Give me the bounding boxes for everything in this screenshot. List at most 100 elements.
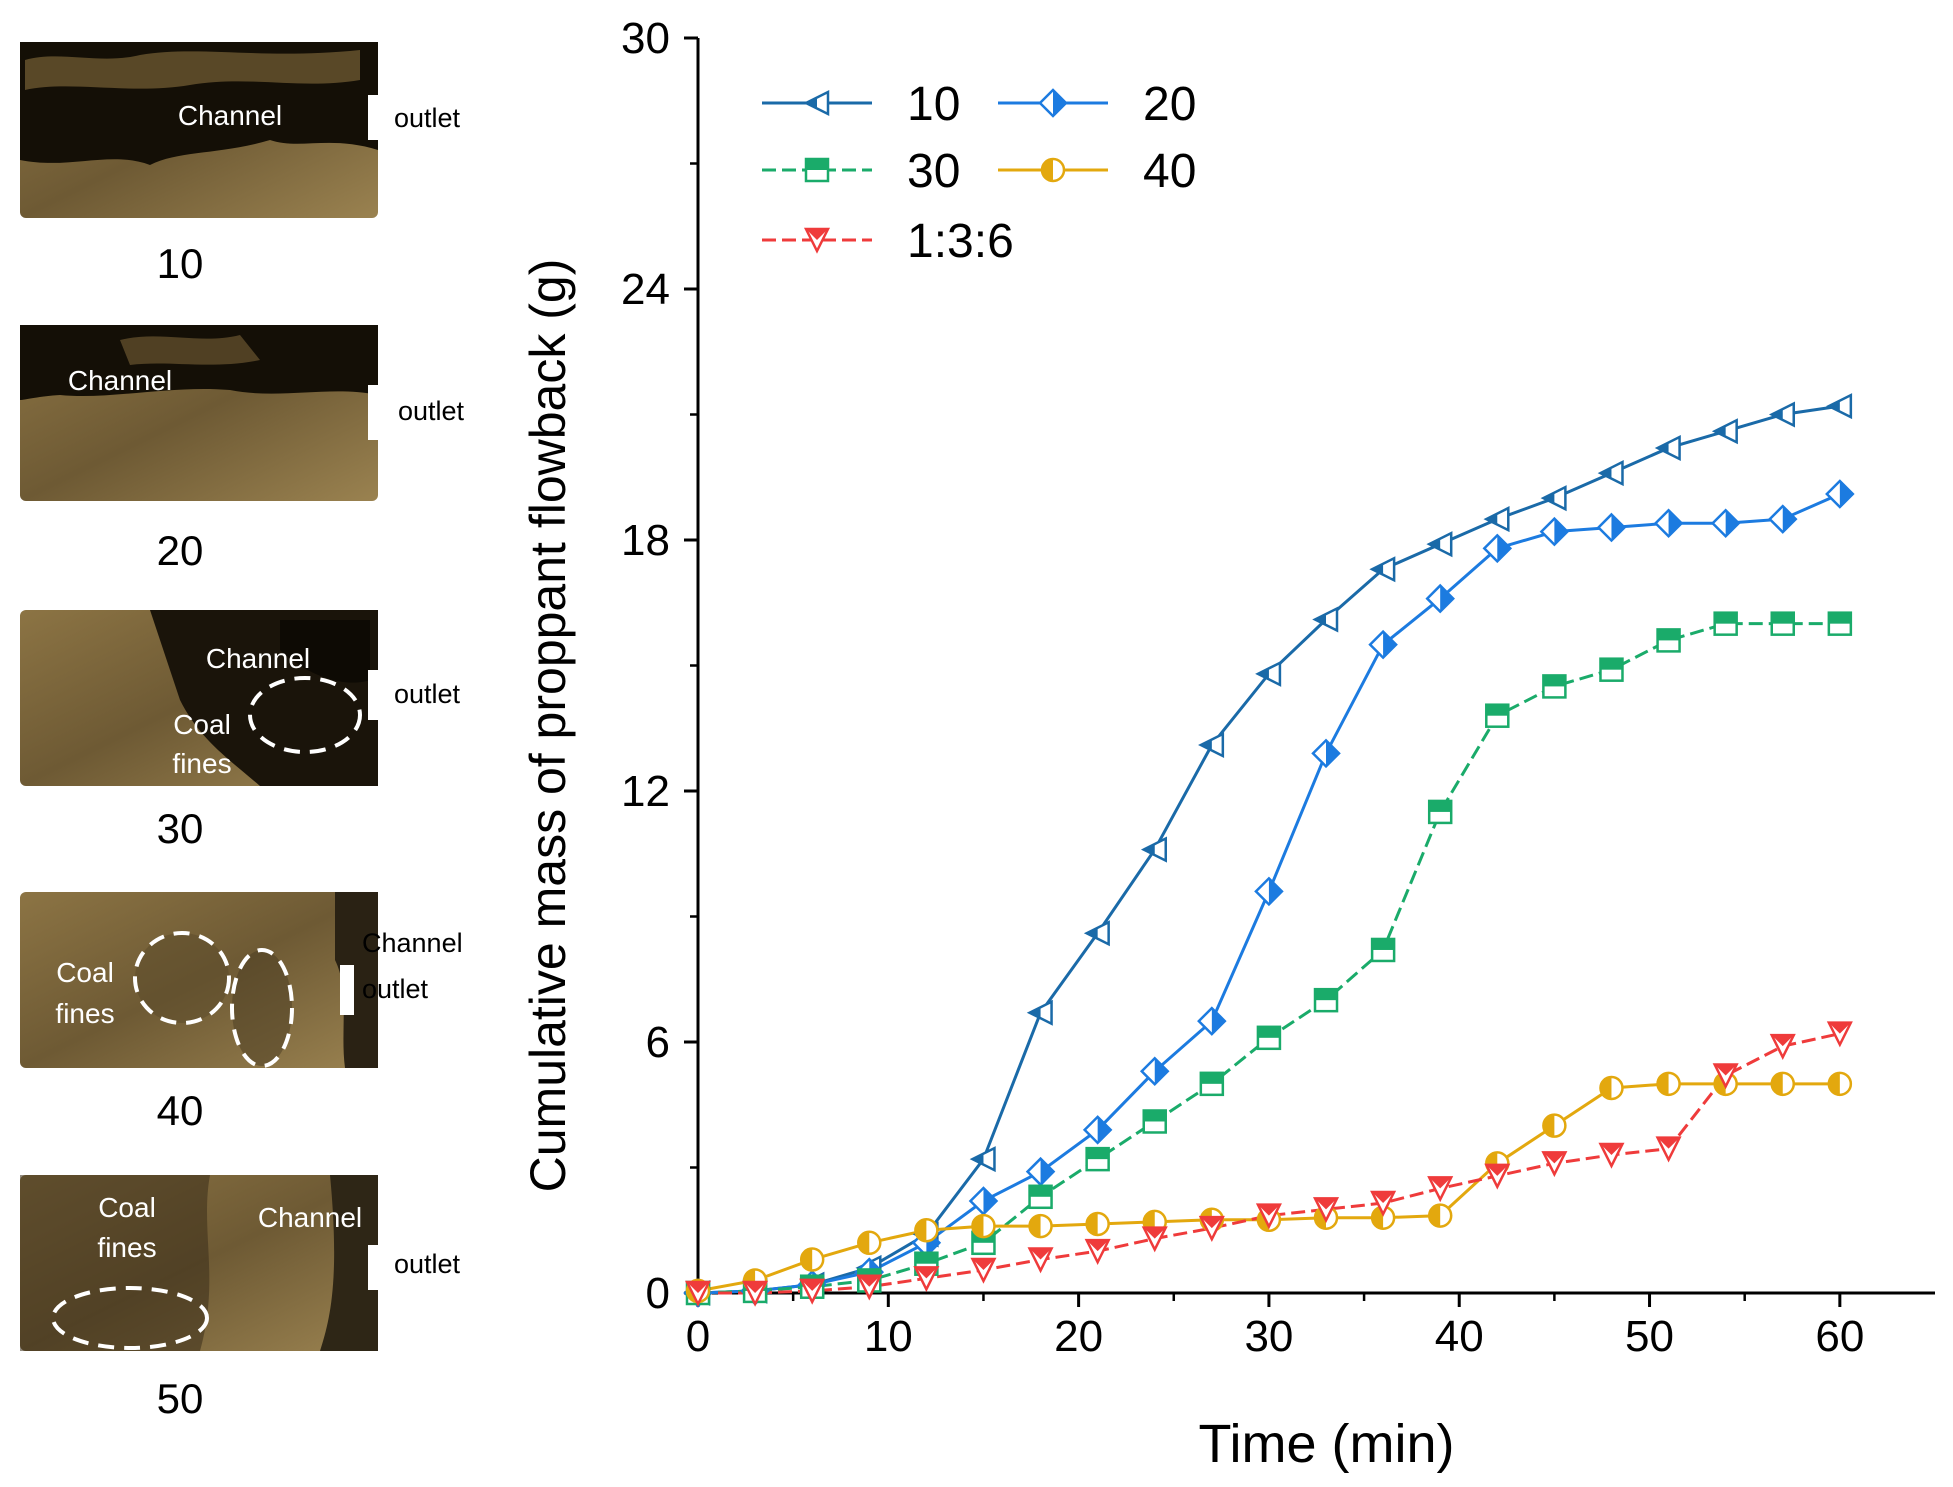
marker-fill — [806, 97, 817, 109]
marker-fill — [1657, 629, 1680, 641]
marker-fill — [1657, 1072, 1669, 1095]
data-point-s4-17 — [1655, 1136, 1682, 1163]
marker-fill — [1372, 938, 1395, 950]
x-tick-label: 40 — [1435, 1312, 1484, 1361]
marker-fill — [1029, 1007, 1041, 1019]
marker-fill — [1600, 1077, 1612, 1100]
legend-label-4: 1:3:6 — [907, 215, 1014, 268]
marker-fill — [1600, 1143, 1623, 1155]
data-point-s4-0 — [684, 1280, 712, 1307]
data-point-s0-13 — [1426, 531, 1453, 558]
marker-fill — [1053, 90, 1066, 116]
data-point-s2-9 — [1199, 1071, 1225, 1097]
marker-fill — [1486, 1164, 1509, 1176]
data-point-s0-20 — [1826, 393, 1853, 420]
photo-30-label-channel: Channel — [206, 643, 310, 674]
data-point-s3-16 — [1599, 1075, 1624, 1101]
photo-30-label-outlet: outlet — [394, 679, 461, 709]
data-point-s1-20 — [1825, 479, 1855, 509]
x-tick-label: 50 — [1625, 1312, 1674, 1361]
marker-fill — [1429, 538, 1441, 550]
series-line-4 — [698, 1032, 1841, 1295]
data-point-s3-15 — [1542, 1113, 1567, 1138]
marker-fill — [1554, 518, 1568, 545]
photo-40-label-outlet: outlet — [362, 974, 429, 1004]
marker-fill — [1257, 668, 1269, 680]
data-point-s1-7 — [1082, 1115, 1113, 1145]
data-point-s2-16 — [1599, 657, 1624, 682]
marker-fill — [1725, 510, 1739, 537]
marker-fill — [858, 1275, 881, 1287]
legend-label-2: 30 — [907, 145, 960, 198]
marker-fill — [915, 1252, 938, 1264]
data-point-s2-18 — [1713, 611, 1738, 636]
legend-label-1: 20 — [1143, 78, 1196, 131]
x-axis-label: Time (min) — [1199, 1414, 1455, 1474]
y-tick-label: 0 — [646, 1269, 670, 1318]
marker-fill — [801, 1279, 824, 1291]
marker-fill — [1668, 510, 1682, 537]
marker-fill — [1543, 1114, 1555, 1137]
legend-marker-4 — [803, 227, 831, 254]
data-point-s0-9 — [1198, 731, 1225, 759]
photo-50-label-fines: fines — [97, 1232, 156, 1263]
data-point-s3-13 — [1427, 1203, 1453, 1228]
marker-fill — [1543, 675, 1566, 687]
marker-fill — [1714, 1064, 1737, 1076]
marker-fill — [1086, 1212, 1098, 1235]
data-point-s4-19 — [1769, 1033, 1796, 1060]
x-tick-label: 0 — [686, 1312, 710, 1361]
flowback-chart: 0 10 20 30 40 50 60 0 6 12 18 24 30 10 20 30 40 1:3:6 Ti… — [520, 14, 1935, 1474]
marker-fill — [1657, 1137, 1680, 1149]
photo-40-label-channel: Channel — [362, 928, 463, 958]
data-point-s1-18 — [1710, 508, 1741, 539]
photo-panel-20: Channel outlet 20 — [20, 325, 465, 574]
marker-fill — [1771, 612, 1794, 624]
data-point-s1-6 — [1025, 1156, 1056, 1187]
x-tick-label: 20 — [1054, 1312, 1103, 1361]
marker-fill — [1211, 1008, 1225, 1035]
y-tick-label: 24 — [621, 265, 670, 314]
data-point-s0-16 — [1597, 460, 1624, 487]
legend-label-0: 10 — [907, 78, 960, 131]
data-point-s2-10 — [1256, 1025, 1282, 1051]
marker-fill — [1372, 563, 1384, 575]
marker-fill — [744, 1282, 767, 1293]
series-line-2 — [697, 622, 1840, 1295]
data-point-s1-12 — [1368, 629, 1398, 660]
photo-10-label-outlet: outlet — [394, 103, 461, 133]
data-point-s0-10 — [1255, 660, 1282, 687]
data-point-s2-12 — [1370, 937, 1396, 963]
marker-fill — [1600, 467, 1612, 479]
data-point-s0-6 — [1026, 999, 1053, 1026]
chart-axes: 0 10 20 30 40 50 60 0 6 12 18 24 30 — [621, 14, 1935, 1361]
marker-fill — [1429, 1204, 1441, 1227]
marker-fill — [1200, 1072, 1223, 1084]
data-point-s1-13 — [1425, 583, 1455, 614]
marker-fill — [972, 1215, 984, 1238]
photo-20-label-channel: Channel — [68, 365, 172, 396]
data-point-s4-6 — [1027, 1247, 1054, 1274]
marker-fill — [1372, 1206, 1384, 1229]
marker-fill — [858, 1231, 870, 1254]
marker-fill — [1042, 159, 1053, 181]
data-point-s3-3 — [857, 1230, 882, 1256]
legend-marker-3 — [1040, 157, 1066, 183]
marker-fill — [1771, 1035, 1794, 1047]
data-point-s4-18 — [1712, 1063, 1739, 1090]
marker-fill — [1086, 927, 1098, 939]
data-point-s0-14 — [1483, 506, 1510, 533]
marker-fill — [1257, 1026, 1280, 1038]
photo-30-number: 30 — [157, 805, 204, 852]
data-point-s4-11 — [1312, 1197, 1340, 1224]
marker-fill — [1383, 631, 1397, 658]
photo-10-label-channel: Channel — [178, 100, 282, 131]
data-point-s4-20 — [1826, 1021, 1853, 1048]
photo-50-label-outlet: outlet — [394, 1249, 461, 1279]
marker-fill — [972, 1258, 995, 1270]
data-point-s4-9 — [1198, 1215, 1225, 1242]
data-point-s1-8 — [1139, 1056, 1170, 1087]
y-tick-label: 6 — [646, 1018, 670, 1067]
marker-fill — [801, 1248, 813, 1271]
data-point-s3-4 — [914, 1218, 939, 1243]
